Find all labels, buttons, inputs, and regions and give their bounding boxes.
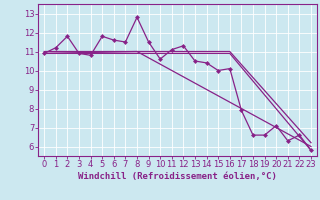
X-axis label: Windchill (Refroidissement éolien,°C): Windchill (Refroidissement éolien,°C) <box>78 172 277 181</box>
